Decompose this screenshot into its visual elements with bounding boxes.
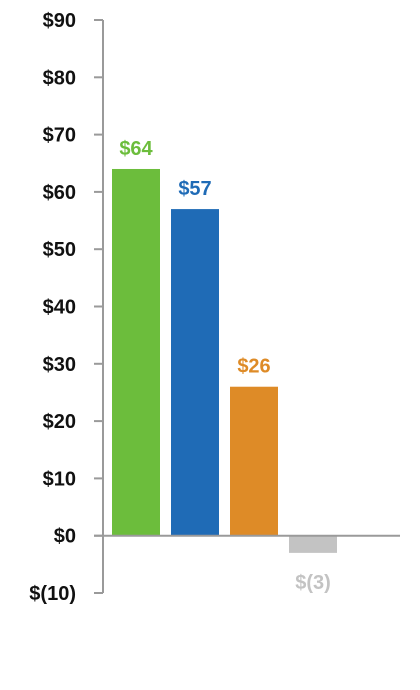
y-tick-label: $80	[43, 67, 76, 89]
data-label: $26	[237, 356, 270, 378]
y-tick-label: $40	[43, 297, 76, 319]
y-tick-label: $50	[43, 239, 76, 261]
bar	[289, 535, 337, 553]
bar	[230, 386, 278, 536]
bar	[112, 168, 160, 536]
data-labels: $64 $57 $26 $(3)	[119, 138, 330, 594]
y-tick-label: $20	[43, 411, 76, 433]
y-tick-label: $70	[43, 125, 76, 147]
y-axis: $(10) $0 $10 $20 $30 $40 $50 $60 $70 $80 $90	[29, 10, 104, 605]
data-label: $57	[178, 178, 211, 200]
y-tick-label: $30	[43, 354, 76, 376]
y-tick-label: $90	[43, 10, 76, 32]
data-label: $64	[119, 138, 153, 160]
y-tick-label: $60	[43, 182, 76, 204]
y-tick-label: $0	[54, 526, 76, 548]
y-tick-label: $10	[43, 468, 76, 490]
bars	[112, 168, 337, 553]
y-tick-label: $(10)	[29, 583, 76, 605]
data-label: $(3)	[295, 572, 331, 594]
bar	[171, 209, 219, 536]
